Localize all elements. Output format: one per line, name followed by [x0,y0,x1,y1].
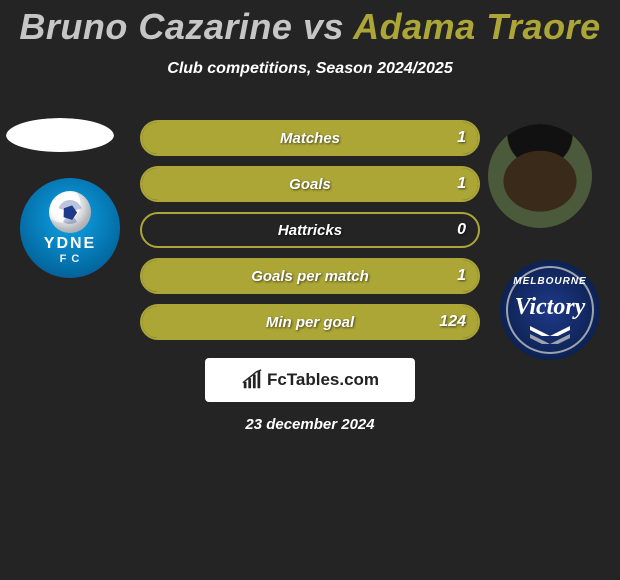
player1-name: Bruno Cazarine [19,6,292,47]
stat-row-gpm: Goals per match 1 [140,258,480,294]
stat-row-hattricks: Hattricks 0 [140,212,480,248]
chevron-icon [530,326,570,346]
club2-top-text: MELBOURNE [500,276,600,287]
player2-name: Adama Traore [353,6,600,47]
chart-icon [241,369,263,391]
club1-short: YDNE [44,235,96,253]
player2-club-badge: MELBOURNE Victory [500,260,600,360]
page-title: Bruno Cazarine vs Adama Traore [0,0,620,48]
stat-val-p2: 124 [439,313,466,331]
stat-label: Goals [289,176,331,193]
player1-avatar [6,118,114,154]
stat-row-matches: Matches 1 [140,120,480,156]
vs-text: vs [292,6,353,47]
stat-label: Min per goal [266,314,354,331]
player2-avatar [488,124,592,228]
avatar-face-icon [488,124,592,228]
stat-val-p2: 1 [457,129,466,147]
stat-val-p2: 1 [457,175,466,193]
watermark-text: FcTables.com [267,370,379,390]
stat-val-p2: 1 [457,267,466,285]
stat-label: Hattricks [278,222,342,239]
sydney-fc-icon: YDNE F C [44,191,96,265]
stat-label: Goals per match [251,268,369,285]
club1-fc: F C [44,253,96,265]
stat-row-goals: Goals 1 [140,166,480,202]
stats-container: Matches 1 Goals 1 Hattricks 0 Goals per … [140,120,480,350]
player1-club-badge: YDNE F C [20,178,120,278]
stat-label: Matches [280,130,340,147]
infographic-date: 23 december 2024 [0,416,620,433]
club2-mid-text: Victory [500,294,600,321]
stat-row-mpg: Min per goal 124 [140,304,480,340]
watermark: FcTables.com [205,358,415,402]
avatar-blank-icon [6,118,114,152]
subtitle: Club competitions, Season 2024/2025 [0,60,620,78]
stat-val-p2: 0 [457,221,466,239]
